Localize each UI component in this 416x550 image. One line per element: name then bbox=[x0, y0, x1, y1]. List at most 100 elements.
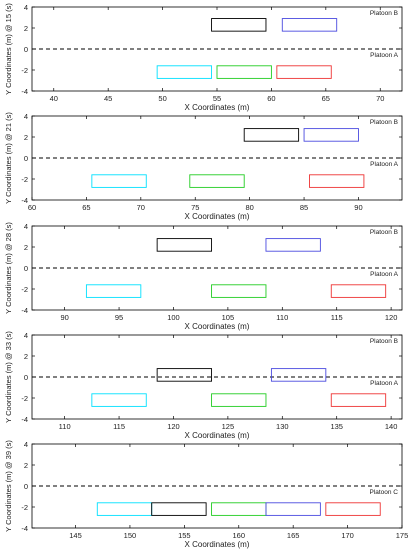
vehicle-marker bbox=[85, 284, 142, 298]
vehicle-marker bbox=[151, 502, 207, 516]
x-tick-label: 115 bbox=[331, 313, 343, 322]
x-tick-label: 70 bbox=[137, 203, 145, 212]
x-tick-label: 105 bbox=[222, 313, 235, 322]
platoon-label: Platoon B bbox=[370, 119, 398, 126]
platoon-label: Platoon A bbox=[370, 52, 398, 59]
x-tick-label: 130 bbox=[276, 422, 289, 431]
platoon-label: Platoon C bbox=[369, 489, 398, 496]
platoon-label: Platoon A bbox=[370, 271, 398, 278]
y-axis-label: Y Coordinates (m) @ 39 (s) bbox=[4, 440, 13, 532]
x-tick-label: 65 bbox=[322, 94, 330, 103]
x-tick-label: 95 bbox=[115, 313, 123, 322]
y-tick-label: -4 bbox=[21, 524, 28, 533]
y-tick-label: -4 bbox=[21, 306, 28, 315]
x-tick-label: 125 bbox=[222, 422, 235, 431]
y-tick-label: 0 bbox=[24, 154, 28, 163]
x-tick-label: 165 bbox=[287, 531, 300, 540]
y-tick-label: -4 bbox=[21, 415, 28, 424]
x-tick-label: 155 bbox=[178, 531, 191, 540]
x-tick-label: 40 bbox=[50, 94, 58, 103]
platoon-label: Platoon A bbox=[370, 161, 398, 168]
y-tick-label: 4 bbox=[24, 112, 28, 121]
y-tick-label: 2 bbox=[24, 24, 28, 33]
x-tick-label: 110 bbox=[59, 422, 71, 431]
vehicle-marker bbox=[276, 65, 332, 79]
x-tick-label: 50 bbox=[158, 94, 166, 103]
x-axis-label: X Coordinates (m) bbox=[185, 212, 250, 221]
vehicle-marker bbox=[309, 174, 365, 188]
x-axis-label: X Coordinates (m) bbox=[185, 431, 250, 440]
x-axis-label: X Coordinates (m) bbox=[185, 103, 250, 112]
x-tick-label: 160 bbox=[233, 531, 246, 540]
vehicle-marker bbox=[211, 18, 267, 32]
x-tick-label: 100 bbox=[167, 313, 180, 322]
y-tick-label: 2 bbox=[24, 133, 28, 142]
vehicle-marker bbox=[303, 128, 359, 142]
y-tick-label: -2 bbox=[21, 503, 28, 512]
y-tick-label: -2 bbox=[21, 66, 28, 75]
x-tick-label: 120 bbox=[385, 313, 398, 322]
vehicle-marker bbox=[281, 18, 338, 32]
platoon-label: Platoon A bbox=[370, 380, 398, 387]
y-tick-label: 0 bbox=[24, 482, 28, 491]
y-tick-label: 0 bbox=[24, 45, 28, 54]
vehicle-marker bbox=[91, 174, 147, 188]
vehicle-marker bbox=[330, 284, 387, 298]
x-tick-label: 45 bbox=[104, 94, 112, 103]
y-axis-label: Y Coordinates (m) @ 28 (s) bbox=[4, 222, 13, 314]
y-tick-label: 4 bbox=[24, 3, 28, 12]
x-tick-label: 85 bbox=[300, 203, 308, 212]
subplot-5: -4 -2 0 2 4 145 150 155 160 165 170 175 X Coordinate… bbox=[4, 440, 408, 549]
y-tick-label: 2 bbox=[24, 243, 28, 252]
x-tick-label: 110 bbox=[276, 313, 288, 322]
vehicle-marker bbox=[211, 393, 267, 407]
y-tick-label: 4 bbox=[24, 440, 28, 449]
platoon-label: Platoon B bbox=[370, 10, 398, 17]
subplot-1: -4 -2 0 2 4 40 45 50 55 60 65 70 X Coordinates (m) Y … bbox=[4, 3, 403, 112]
y-tick-label: 2 bbox=[24, 461, 28, 470]
y-tick-label: 0 bbox=[24, 373, 28, 382]
subplot-3: -4 -2 0 2 4 90 95 100 105 110 115 120 X Coordinates … bbox=[4, 222, 403, 331]
x-tick-label: 65 bbox=[82, 203, 90, 212]
platoon-label: Platoon B bbox=[370, 229, 398, 236]
x-tick-label: 60 bbox=[267, 94, 275, 103]
x-axis-label: X Coordinates (m) bbox=[185, 540, 250, 549]
x-tick-label: 55 bbox=[213, 94, 221, 103]
vehicle-marker bbox=[330, 393, 387, 407]
vehicle-marker bbox=[156, 65, 213, 79]
vehicle-marker bbox=[91, 393, 147, 407]
vehicle-marker bbox=[211, 284, 267, 298]
x-tick-label: 90 bbox=[60, 313, 68, 322]
x-tick-label: 145 bbox=[69, 531, 82, 540]
x-tick-label: 115 bbox=[113, 422, 125, 431]
x-tick-label: 90 bbox=[354, 203, 362, 212]
x-tick-label: 60 bbox=[28, 203, 36, 212]
x-tick-label: 75 bbox=[191, 203, 199, 212]
y-tick-label: -4 bbox=[21, 196, 28, 205]
x-tick-label: 80 bbox=[245, 203, 253, 212]
x-tick-label: 120 bbox=[167, 422, 180, 431]
vehicle-marker bbox=[156, 368, 213, 382]
y-axis-label: Y Coordinates (m) @ 21 (s) bbox=[4, 112, 13, 204]
subplot-2: -4 -2 0 2 4 60 65 70 75 80 85 90 X Coordinates (m) Y … bbox=[4, 112, 403, 221]
y-tick-label: -2 bbox=[21, 175, 28, 184]
x-tick-label: 175 bbox=[396, 531, 409, 540]
x-tick-label: 70 bbox=[376, 94, 384, 103]
y-tick-label: -4 bbox=[21, 87, 28, 96]
y-tick-label: 4 bbox=[24, 222, 28, 231]
y-axis-label: Y Coordinates (m) @ 33 (s) bbox=[4, 331, 13, 423]
x-tick-label: 170 bbox=[341, 531, 354, 540]
vehicle-marker bbox=[189, 174, 245, 188]
y-tick-label: -2 bbox=[21, 394, 28, 403]
y-tick-label: 4 bbox=[24, 331, 28, 340]
x-axis-label: X Coordinates (m) bbox=[185, 322, 250, 331]
y-tick-label: 2 bbox=[24, 352, 28, 361]
vehicle-marker bbox=[265, 238, 321, 252]
y-tick-label: -2 bbox=[21, 285, 28, 294]
y-axis-label: Y Coordinates (m) @ 15 (s) bbox=[4, 3, 13, 95]
y-tick-label: 0 bbox=[24, 264, 28, 273]
vehicle-marker bbox=[156, 238, 213, 252]
x-tick-label: 140 bbox=[385, 422, 398, 431]
platoon-label: Platoon B bbox=[370, 338, 398, 345]
